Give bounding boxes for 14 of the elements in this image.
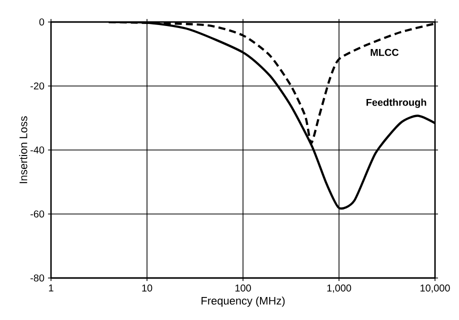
x-tick-label: 1: [49, 284, 54, 292]
x-tick-label: 100: [235, 284, 251, 292]
y-tick-label: -80: [30, 274, 44, 282]
y-tick-label: -40: [30, 146, 44, 154]
y-tick-label: -60: [30, 210, 44, 218]
series-label: MLCC: [370, 48, 399, 56]
series-label: Feedthrough: [366, 98, 426, 108]
y-tick-label: -20: [30, 82, 44, 90]
y-axis-title: Insertion Loss: [19, 116, 28, 184]
y-tick-label: 0: [39, 18, 44, 26]
x-tick-label: 10: [142, 284, 152, 292]
x-tick-label: 1,000: [327, 284, 352, 293]
x-tick-label: 10,000: [420, 284, 450, 293]
x-axis-title: Frequency (MHz): [202, 296, 285, 307]
